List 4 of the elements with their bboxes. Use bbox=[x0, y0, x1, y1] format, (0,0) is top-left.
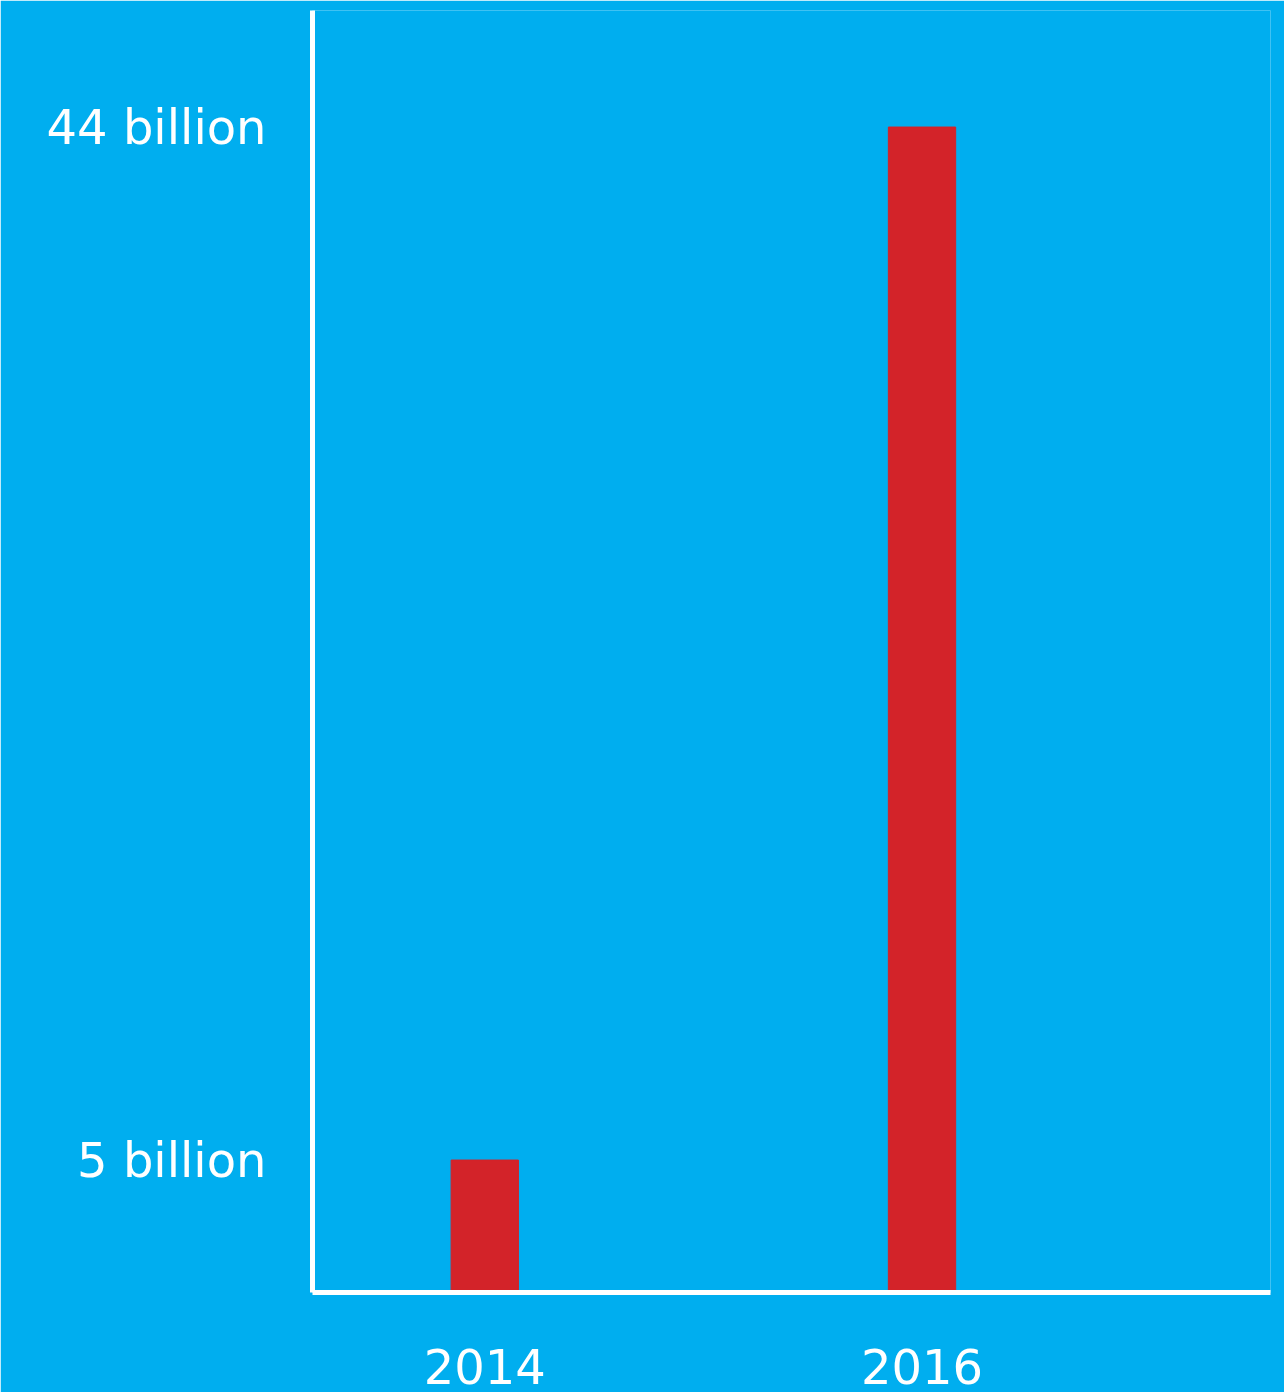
x-tick-label: 2014 bbox=[423, 1338, 546, 1392]
x-tick-label: 2016 bbox=[860, 1338, 984, 1392]
y-tick-label: 44 billion bbox=[46, 99, 267, 156]
y-tick-label: 5 billion bbox=[77, 1132, 267, 1189]
